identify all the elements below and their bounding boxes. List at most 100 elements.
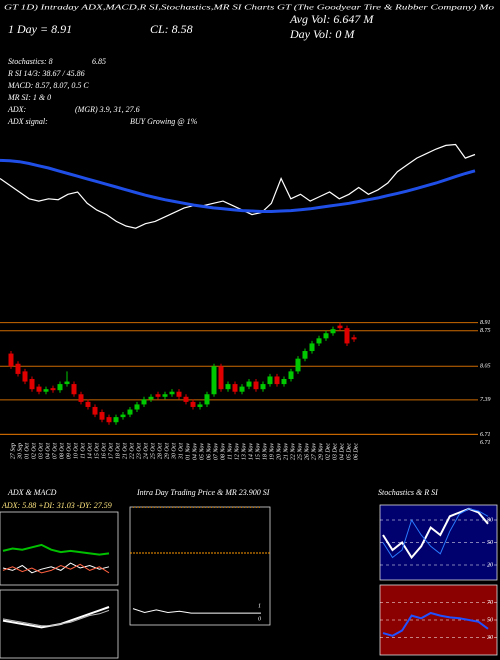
candle-body: [323, 333, 329, 339]
y-tick-label: 1: [258, 603, 261, 609]
level-label: 8.75: [480, 328, 491, 334]
y-tick-label: 20: [487, 562, 493, 568]
panel-subtitle: ADX: 5.88 +DI: 31.03 -DY: 27.59: [1, 501, 112, 510]
panel-title: Intra Day Trading Price & MR 23.900 SI: [136, 488, 270, 497]
stat-text: (MGR) 3.9, 31, 27.6: [75, 105, 140, 114]
candle-body: [309, 343, 315, 352]
x-tick-label: 12 Nov: [234, 443, 240, 461]
y-tick-label: 50: [487, 540, 493, 546]
x-tick-label: 14 Oct: [86, 443, 93, 459]
stat-text: Stochastics: 8: [8, 57, 53, 66]
x-tick-label: 03 Dec: [332, 443, 338, 460]
candle-body: [225, 384, 231, 390]
candle-body: [351, 337, 357, 340]
x-tick-label: 17 Oct: [108, 443, 114, 459]
candle-body: [8, 353, 14, 367]
candle-body: [344, 328, 350, 344]
series-line: [132, 608, 261, 614]
series-line: [2, 563, 110, 574]
level-label: 7.39: [480, 397, 491, 403]
series-line: [2, 562, 110, 574]
series-line: [382, 611, 489, 637]
x-tick-label: 08 Oct: [59, 443, 65, 459]
candle-body: [113, 417, 119, 423]
candle-body: [162, 394, 168, 397]
x-tick-label: 16 Oct: [101, 443, 107, 459]
candle-body: [127, 409, 133, 415]
x-tick-label: 29 Nov: [318, 443, 324, 461]
candle-body: [274, 376, 280, 385]
stat-text: Avg Vol: 6.647 M: [289, 12, 374, 26]
x-tick-label: 05 Dec: [346, 443, 352, 460]
x-tick-label: 01 Oct: [24, 443, 30, 459]
x-tick-label: 07 Nov: [213, 443, 219, 461]
candle-body: [253, 381, 259, 390]
x-tick-label: 15 Nov: [255, 443, 261, 461]
series-line: [2, 543, 110, 556]
stat-text: BUY Growing @ 1%: [130, 117, 198, 126]
candle-body: [190, 401, 196, 407]
x-tick-label: 10 Oct: [73, 443, 79, 459]
x-tick-label: 31 Oct: [178, 443, 184, 460]
x-tick-label: 22 Nov: [290, 443, 296, 461]
candle-body: [260, 384, 266, 390]
candle-body: [295, 358, 301, 372]
x-tick-label: 19 Nov: [269, 443, 275, 461]
x-tick-label: 22 Oct: [129, 443, 135, 459]
level-label: 6.71: [480, 440, 491, 446]
candle-body: [239, 386, 245, 392]
candle-body: [120, 414, 126, 418]
candle-body: [183, 396, 189, 402]
candle-body: [330, 329, 336, 334]
x-tick-label: 24 Oct: [142, 443, 149, 459]
x-tick-label: 30 Sep: [17, 443, 23, 460]
x-tick-label: 20 Nov: [276, 443, 282, 461]
x-tick-label: 30 Oct: [171, 443, 177, 460]
x-tick-label: 08 Nov: [220, 443, 226, 461]
price-line: [0, 143, 476, 229]
stat-text: MACD: 8.57, 8.07, 0.5 C: [7, 81, 89, 90]
x-tick-label: 18 Oct: [115, 443, 121, 459]
level-label: 6.71: [480, 432, 491, 438]
candle-body: [232, 384, 238, 392]
candle-body: [36, 386, 42, 392]
y-tick-label: 80: [487, 517, 493, 523]
series-line: [2, 609, 110, 627]
panel: [379, 504, 498, 581]
candle-body: [64, 381, 70, 385]
candle-body: [218, 366, 224, 390]
x-tick-label: 14 Nov: [247, 443, 254, 461]
x-tick-label: 29 Oct: [164, 443, 170, 459]
stat-text: Day Vol: 0 M: [289, 27, 355, 41]
candle-body: [204, 394, 210, 405]
x-tick-label: 21 Nov: [283, 443, 289, 461]
stat-text: MR SI: 1 & 0: [7, 93, 51, 102]
x-tick-label: 09 Oct: [66, 443, 72, 459]
panel-title: ADX & MACD: [7, 488, 57, 497]
panel: [379, 584, 498, 656]
x-tick-label: 01 Nov: [185, 443, 191, 461]
page-title: GT 1D) Intraday ADX,MACD,R SI,Stochastic…: [4, 4, 495, 12]
candle-body: [50, 388, 56, 391]
candle-body: [267, 376, 273, 385]
x-tick-label: 04 Oct: [44, 443, 51, 459]
candle-body: [85, 401, 91, 407]
candle-body: [141, 399, 147, 405]
candle-body: [302, 351, 308, 359]
y-tick-label: 0: [258, 616, 261, 622]
candle-body: [22, 371, 28, 382]
x-tick-label: 06 Dec: [353, 443, 359, 460]
x-tick-label: 11 Oct: [80, 443, 86, 459]
panel: [129, 506, 271, 626]
y-tick-label: 70: [487, 600, 493, 606]
stat-text: 1 Day = 8.91: [8, 22, 72, 36]
x-tick-label: 04 Dec: [338, 443, 345, 460]
candle-body: [211, 366, 217, 395]
x-tick-label: 04 Nov: [191, 443, 198, 461]
candle-body: [281, 379, 287, 385]
candle-body: [197, 404, 203, 407]
x-tick-label: 26 Nov: [304, 443, 310, 461]
ma-line: [0, 158, 476, 213]
candle-body: [106, 417, 112, 423]
x-tick-label: 15 Oct: [94, 443, 100, 459]
